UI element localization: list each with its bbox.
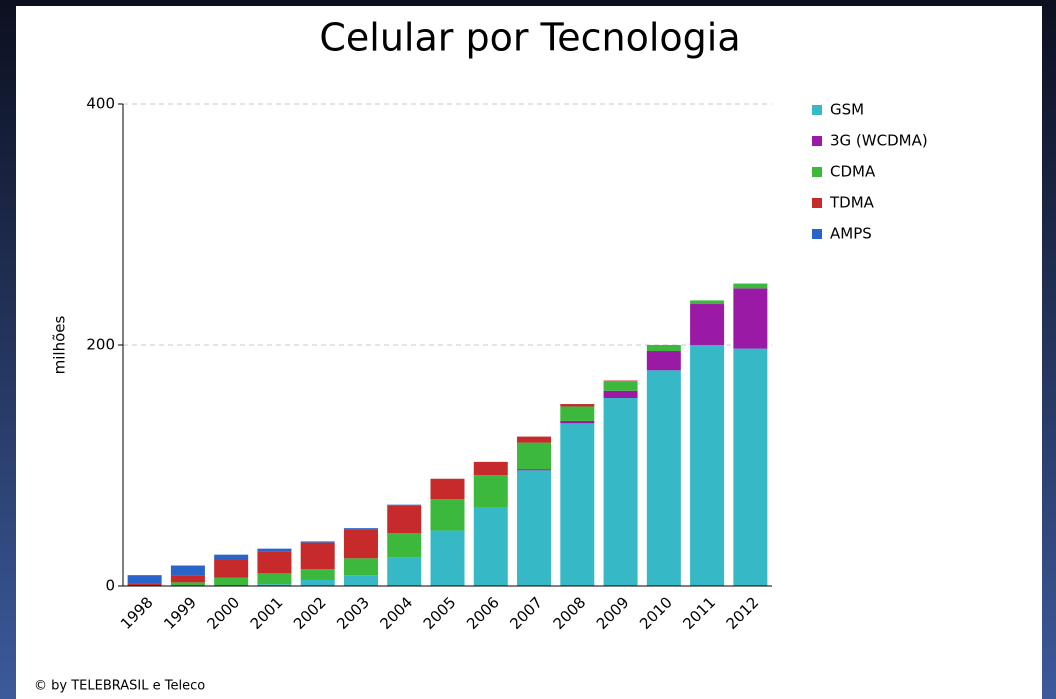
bar-segment: [560, 404, 595, 407]
bar-segment: [646, 345, 681, 352]
bar-segment: [560, 420, 595, 424]
legend-swatch: [812, 198, 822, 208]
bar-segment: [517, 442, 552, 470]
bar-segment: [517, 436, 552, 443]
bar-segment: [257, 584, 292, 586]
bar-segment: [473, 461, 508, 476]
bar-segment: [603, 380, 638, 382]
bar-segment: [646, 351, 681, 371]
bar-segment: [603, 390, 638, 399]
legend-label: CDMA: [830, 163, 876, 181]
bar-segment: [170, 582, 205, 586]
bar-segment: [257, 573, 292, 585]
bar-segment: [473, 475, 508, 508]
legend-label: TDMA: [829, 194, 875, 212]
bar-segment: [560, 423, 595, 586]
bar-segment: [430, 499, 465, 531]
bar-segment: [300, 569, 335, 580]
bar-segment: [300, 542, 335, 570]
bar-segment: [603, 381, 638, 391]
bar-segment: [473, 507, 508, 586]
bar-segment: [646, 370, 681, 586]
bar-segment: [430, 478, 465, 500]
footer: © by TELEBRASIL e Teleco: [34, 679, 205, 694]
bar-segment: [170, 565, 205, 576]
bar-segment: [343, 528, 378, 530]
bar-segment: [214, 559, 249, 578]
bar-segment: [214, 577, 249, 586]
panel: [16, 6, 1042, 699]
legend-swatch: [812, 105, 822, 115]
bar-segment: [430, 530, 465, 586]
bar-segment: [214, 554, 249, 560]
bar-segment: [690, 304, 725, 345]
legend-label: 3G (WCDMA): [830, 132, 928, 150]
bar-segment: [170, 575, 205, 583]
bar-segment: [343, 575, 378, 586]
bar-segment: [733, 348, 768, 586]
bar-segment: [387, 557, 422, 586]
legend-swatch: [812, 229, 822, 239]
bar-segment: [517, 469, 552, 471]
bar-segment: [127, 575, 162, 584]
legend-swatch: [812, 167, 822, 177]
bar-segment: [300, 541, 335, 543]
legend-label: AMPS: [830, 225, 872, 243]
bar-segment: [733, 288, 768, 349]
bar-segment: [733, 283, 768, 289]
chart-title: Celular por Tecnologia: [319, 16, 740, 60]
bar-segment: [257, 551, 292, 574]
legend-label: GSM: [830, 101, 864, 119]
bar-segment: [690, 345, 725, 586]
y-tick-label: 200: [86, 336, 115, 354]
bar-segment: [517, 470, 552, 586]
y-axis-label: milhões: [51, 315, 69, 374]
bar-segment: [343, 529, 378, 559]
bar-segment: [560, 406, 595, 421]
bar-segment: [387, 532, 422, 558]
y-tick-label: 0: [105, 577, 115, 595]
y-tick-label: 400: [86, 95, 115, 113]
bar-segment: [387, 504, 422, 506]
bar-segment: [343, 558, 378, 576]
bar-segment: [603, 398, 638, 586]
bar-segment: [690, 300, 725, 305]
bar-segment: [257, 548, 292, 552]
bar-segment: [300, 579, 335, 586]
legend-swatch: [812, 136, 822, 146]
bar-segment: [387, 505, 422, 533]
bar-segment: [127, 583, 162, 586]
